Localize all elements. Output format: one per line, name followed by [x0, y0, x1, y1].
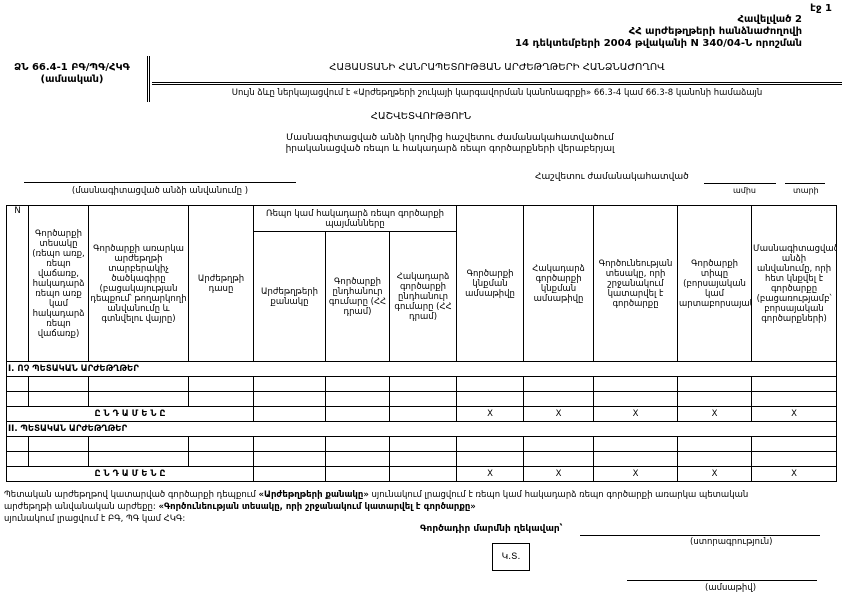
x-mark: X [677, 466, 753, 482]
signature-field[interactable] [580, 535, 820, 536]
header-code: Գործարքի առարկա արժեթղթի տարբերակիչ ծածկ… [88, 205, 189, 362]
x-mark: X [751, 466, 838, 482]
total-label: Ը Ն Դ Ա Մ Ե Ն Ը [6, 406, 254, 422]
x-mark: X [751, 406, 838, 422]
divider-vertical [147, 56, 150, 102]
x-mark: X [456, 466, 525, 482]
table-row[interactable] [6, 391, 838, 407]
header-n: N [6, 205, 29, 362]
form-period: (ամսական) [40, 74, 104, 85]
authority: ՀԱՅԱՍՏԱՆԻ ՀԱՆՐԱՊԵՏՈՒԹՅԱՆ ԱՐԺԵԹՂԹԵՐԻ ՀԱՆՁ… [329, 62, 665, 73]
period-label: Հաշվետու ժամանակահատված [535, 172, 689, 182]
header-type: Գործարքի տեսակը (ռեպո առք, ռեպո վաճառք, … [28, 205, 89, 362]
note-text: սյունակում լրացվում է ԲԳ, ՊԳ կամ ՀԿԳ: [4, 514, 186, 524]
year-field[interactable] [785, 183, 825, 184]
annex-line: 14 դեկտեմբերի 2004 թվականի N 340/04-Ն որ… [515, 38, 802, 49]
report-title: ՀԱՇՎԵՏՎՈՒԹՅՈՒՆ [370, 111, 472, 122]
form-code: ՁՆ 66.4-1 ԲԳ/ՊԳ/ՀԿԳ [14, 62, 130, 73]
month-caption: ամիս [733, 186, 757, 195]
table-row[interactable] [6, 436, 838, 452]
signature-label: Գործադիր մարմնի ղեկավար՝ [420, 524, 563, 534]
x-mark: X [593, 406, 679, 422]
table-row[interactable] [6, 376, 838, 392]
note-text: սյունակում լրացվում է ռեպո կամ հակադարձ … [4, 490, 749, 512]
date-caption: (ամսաթիվ) [705, 583, 757, 593]
table-row[interactable] [6, 451, 838, 467]
x-mark: X [523, 406, 595, 422]
entity-caption: (մասնագիտացված անձի անվանումը ) [71, 186, 249, 196]
annex-line: ՀՀ արժեթղթերի հանձնաժողովի [628, 26, 802, 37]
entity-name-field[interactable] [24, 182, 296, 183]
header-activity: Գործունեության տեսակը, որի շրջանակում կա… [593, 205, 679, 362]
note-text: Պետական արժեթղթով կատարված գործարքի դեպք… [4, 490, 256, 500]
x-mark: X [677, 406, 753, 422]
total-label: Ը Ն Դ Ա Մ Ե Ն Ը [6, 466, 254, 482]
year-caption: տարի [793, 186, 819, 195]
transactions-table: N Գործարքի տեսակը (ռեպո առք, ռեպո վաճառք… [5, 205, 838, 482]
header-amount: Գործարքի ընդհանուր գումարը (ՀՀ դրամ) [325, 231, 390, 362]
form-code-block: ՁՆ 66.4-1 ԲԳ/ՊԳ/ՀԿԳ (ամսական) [2, 62, 142, 86]
subtitle-line: Մասնագիտացված անձի կողմից հաշվետու ժաման… [286, 133, 614, 143]
header-deal-kind: Գործարքի տիպը (բորսայական կամ արտաբորսայ… [677, 205, 753, 362]
header-conditions: Ռեպո կամ հակադարձ ռեպո գործարքի պայմաննե… [252, 205, 458, 232]
header-reverse-amount: Հակադարձ գործարքի ընդհանուր գումարը (ՀՀ … [388, 231, 458, 362]
section-state: II. ՊԵՏԱԿԱՆ ԱՐԺԵԹՂԹԵՐ [5, 421, 838, 437]
signature-caption: (ստորագրություն) [690, 537, 773, 547]
stamp-box: Կ.Տ. [492, 543, 530, 571]
section-non-state: I. ՈՉ ՊԵՏԱԿԱՆ ԱՐԺԵԹՂԹԵՐ [5, 361, 838, 377]
report-subtitle: Մասնագիտացված անձի կողմից հաշվետու ժաման… [0, 133, 842, 155]
x-mark: X [456, 406, 525, 422]
note-bold: «Արժեթղթերի քանակը» [258, 490, 369, 500]
header-reverse-date: Հակադարձ գործարքի կնքման ամսաթիվը [523, 205, 595, 362]
note-bold: «Գործունեության տեսակը, որի շրջանակում կ… [158, 502, 476, 512]
header-counterparty: Մասնագիտացված անձի անվանումը, որի հետ կն… [751, 205, 838, 362]
page-number: էջ 1 [810, 3, 832, 14]
divider-horizontal [152, 82, 842, 85]
header-quantity: Արժեթղթերի քանակը [253, 231, 326, 362]
x-mark: X [523, 466, 595, 482]
annex-line: Հավելված 2 [737, 14, 802, 25]
basis-text: Սույն ձևը ներկայացվում է «Արժեթղթերի շու… [231, 88, 763, 98]
subtitle-line: իրականացված ռեպո և հակադարձ ռեպո գործարք… [285, 144, 615, 154]
footnote: Պետական արժեթղթով կատարված գործարքի դեպք… [4, 489, 784, 525]
date-field[interactable] [627, 580, 817, 581]
header-class: Արժեթղթի դասը [188, 205, 254, 362]
month-field[interactable] [704, 183, 776, 184]
annex-block: Հավելված 2 ՀՀ արժեթղթերի հանձնաժողովի 14… [515, 14, 802, 50]
x-mark: X [593, 466, 679, 482]
header-date: Գործարքի կնքման ամսաթիվը [456, 205, 525, 362]
